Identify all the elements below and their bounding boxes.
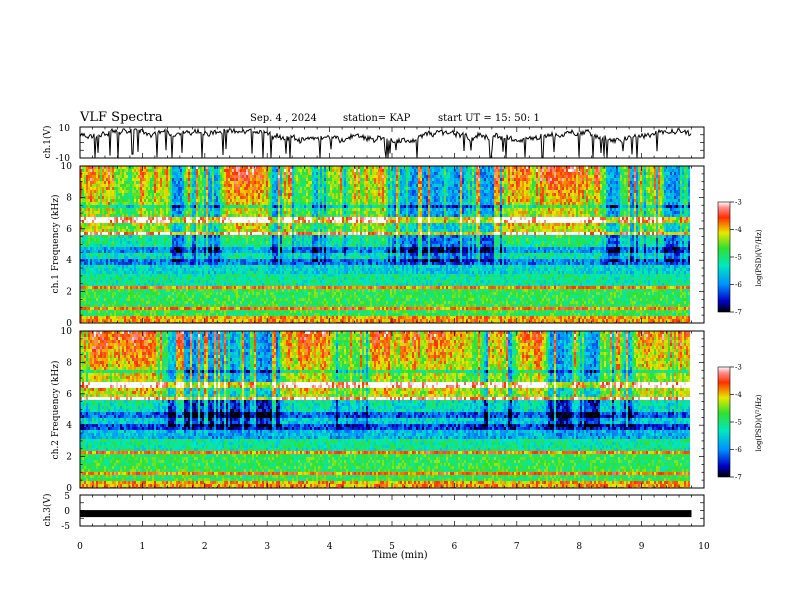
x-tick-label-0: 0	[77, 542, 83, 552]
ch1-waveform-ylabel: ch.1(V)	[42, 126, 53, 159]
colorbar-tick-1-1: -4	[735, 226, 742, 234]
ch2-colorbar: -3 -4 -5 -6 -7 log(PSD)(V²/Hz)	[718, 364, 763, 482]
x-tick-label-3: 3	[264, 542, 270, 552]
ch1-waveform-series	[80, 129, 691, 158]
ch1-waveform-panel: 10 -10 ch.1(V)	[42, 124, 704, 164]
x-tick-label-6: 6	[452, 542, 458, 552]
x-tick-label-2: 2	[202, 542, 208, 552]
x-tick-label-4: 4	[327, 542, 333, 552]
colorbar-tick-1-2: -5	[735, 254, 742, 262]
ytick-label-2-5: 10	[61, 327, 73, 337]
ytick-label-2-1: 2	[66, 453, 72, 463]
ch2-spectrogram-heatmap	[80, 331, 690, 488]
colorbar-tick-1-0: -3	[735, 199, 742, 207]
colorbar-tick-2-0: -3	[735, 364, 742, 372]
ch3-waveform-panel: 5 0 -5 ch.3(V)	[42, 492, 704, 532]
vlf-figure: 10 -10 ch.1(V) 0246810 ch.1 Frequency (k…	[0, 0, 792, 612]
ytick-label-1-5: 10	[61, 162, 73, 172]
colorbar-tick-1-4: -7	[735, 309, 742, 317]
ch3-waveform-ylabel: ch.3(V)	[42, 494, 53, 527]
ch3-ytick-mid: 0	[64, 507, 70, 517]
x-tick-label-7: 7	[514, 542, 520, 552]
ch1-colorbar-label: log(PSD)(V²/Hz)	[755, 229, 763, 286]
ytick-label-1-4: 8	[66, 193, 72, 203]
colorbar-tick-2-1: -4	[735, 391, 742, 399]
ytick-label-1-3: 6	[66, 225, 72, 235]
x-tick-label-10: 10	[698, 542, 710, 552]
colorbar-tick-2-3: -6	[735, 446, 742, 454]
ch3-waveform-series	[80, 510, 692, 517]
x-tick-label-1: 1	[140, 542, 146, 552]
colorbar-tick-1-3: -6	[735, 281, 742, 289]
ch1-spectrogram-ylabel: ch.1 Frequency (kHz)	[50, 195, 61, 294]
ytick-label-1-1: 2	[66, 288, 72, 298]
x-tick-label-9: 9	[639, 542, 645, 552]
ytick-label-2-2: 4	[66, 421, 72, 431]
ch2-spectrogram-ylabel: ch.2 Frequency (kHz)	[50, 361, 61, 460]
ch1-colorbar: -3 -4 -5 -6 -7 log(PSD)(V²/Hz)	[718, 199, 763, 317]
ch1-spectrogram-heatmap	[80, 166, 690, 323]
colorbar-tick-2-4: -7	[735, 474, 742, 482]
x-axis-label: Time (min)	[372, 550, 427, 561]
x-tick-label-8: 8	[576, 542, 582, 552]
ch1-ytick-top: 10	[59, 124, 71, 134]
ch2-colorbar-label: log(PSD)(V²/Hz)	[755, 394, 763, 451]
ytick-label-2-3: 6	[66, 390, 72, 400]
ch3-ytick-bottom: -5	[61, 522, 70, 532]
ytick-label-2-4: 8	[66, 358, 72, 368]
ch3-ytick-top: 5	[64, 492, 70, 502]
ytick-label-1-2: 4	[66, 256, 72, 266]
colorbar-tick-2-2: -5	[735, 419, 742, 427]
